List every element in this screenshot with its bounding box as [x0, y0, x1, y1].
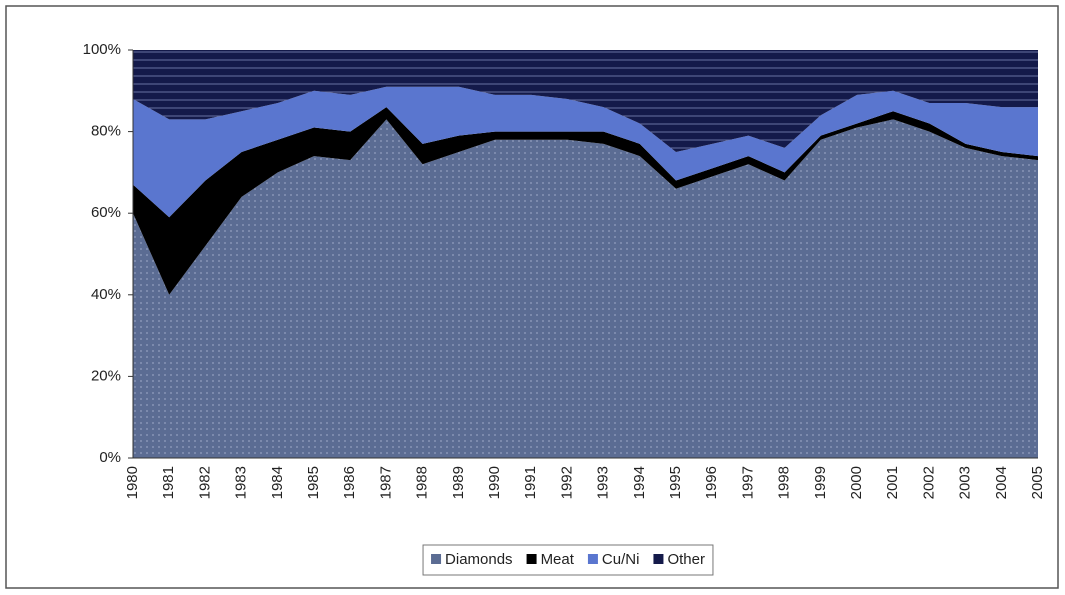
y-tick-label: 100% [83, 41, 121, 58]
x-tick-label: 1981 [160, 466, 177, 499]
x-tick-label: 1986 [341, 466, 358, 499]
y-tick-label: 40% [91, 286, 121, 303]
legend-box [422, 544, 714, 576]
x-tick-label: 2004 [993, 466, 1010, 499]
legend-swatch [431, 554, 442, 564]
x-tick-label: 1992 [558, 466, 575, 499]
x-tick-label: 1987 [377, 466, 394, 499]
area-texture [133, 50, 1038, 152]
x-tick-label: 1983 [233, 466, 250, 499]
y-tick-label: 80% [91, 123, 121, 140]
x-tick-label: 1982 [196, 466, 213, 499]
legend-label: Meat [541, 551, 575, 568]
y-tick-label: 60% [91, 204, 121, 221]
frame [5, 5, 1059, 589]
area [133, 86, 1038, 218]
x-tick-label: 1989 [450, 466, 467, 499]
x-tick-label: 1991 [522, 466, 539, 499]
x-tick-label: 1993 [595, 466, 612, 499]
x-tick-label: 1994 [631, 466, 648, 499]
legend-label: Cu/Ni [602, 551, 640, 568]
x-tick-label: 1996 [703, 466, 720, 499]
x-tick-label: 1999 [812, 466, 829, 499]
legend-swatch [653, 554, 664, 564]
x-tick-label: 1995 [667, 466, 684, 499]
x-tick-label: 2001 [884, 466, 901, 499]
x-tick-label: 2000 [848, 466, 865, 499]
area-texture [133, 119, 1038, 459]
x-tick-label: 1990 [486, 466, 503, 499]
legend: Diamonds Meat Cu/Ni Other [422, 544, 714, 576]
x-tick-label: 1998 [776, 466, 793, 499]
x-tick-label: 2002 [920, 466, 937, 499]
legend-swatch [526, 554, 537, 564]
x-tick-label: 1984 [269, 466, 286, 499]
y-tick-label: 20% [91, 367, 121, 384]
x-tick-label: 1988 [414, 466, 431, 499]
x-tick-label: 1997 [739, 466, 756, 499]
legend-swatch [587, 554, 598, 564]
y-tick-label: 0% [99, 449, 121, 466]
x-tick-label: 1980 [124, 466, 141, 499]
legend-label: Other [667, 551, 705, 568]
x-tick-label: 2005 [1029, 466, 1046, 499]
legend-label: Diamonds [445, 551, 513, 568]
x-tick-label: 1985 [305, 466, 322, 499]
x-tick-label: 2003 [957, 466, 974, 499]
